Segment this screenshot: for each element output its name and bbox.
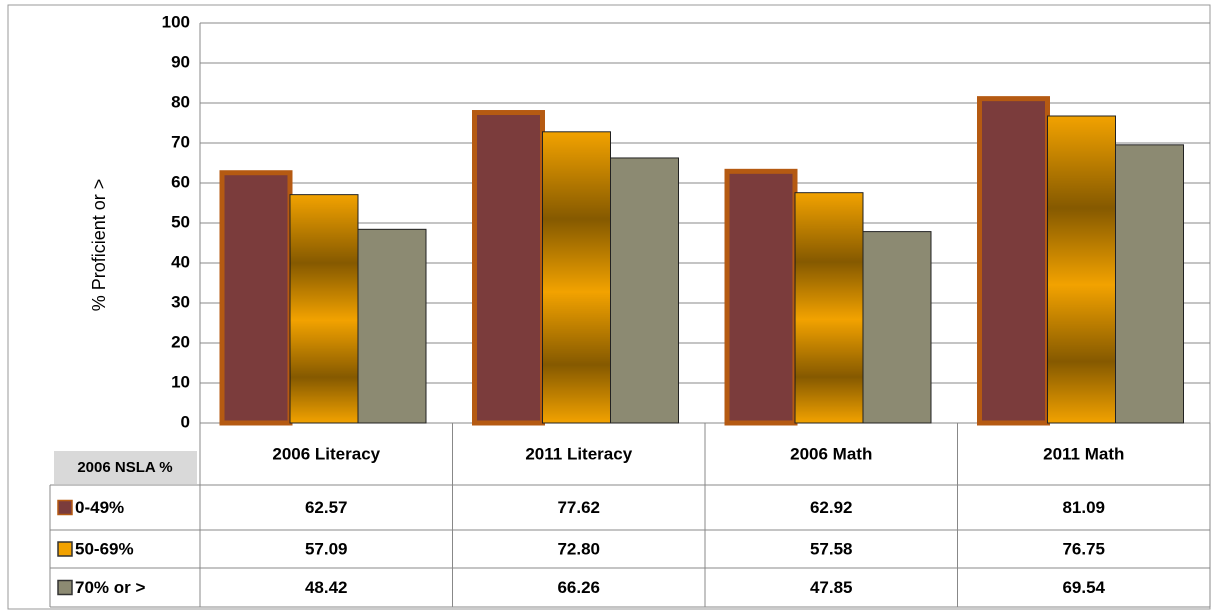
bar [472, 110, 545, 426]
bar-shading [1047, 116, 1116, 423]
table-value: 77.62 [557, 498, 600, 517]
y-tick-label: 20 [171, 332, 190, 351]
y-tick-label: 40 [171, 252, 190, 271]
table-value: 81.09 [1062, 498, 1105, 517]
y-tick-label: 0 [181, 412, 190, 431]
bar-shading [795, 192, 863, 423]
y-tick-label: 30 [171, 292, 190, 311]
y-tick-label: 90 [171, 52, 190, 71]
legend-label: 70% or > [75, 578, 145, 597]
x-tick-label: 2011 Math [1043, 444, 1124, 463]
legend-key [57, 499, 73, 516]
y-tick-label: 80 [171, 92, 190, 111]
legend-key [57, 541, 73, 557]
table-value: 69.54 [1062, 578, 1105, 597]
table-value: 62.92 [810, 498, 853, 517]
bar [357, 228, 427, 424]
bar-shading [542, 131, 611, 424]
table-value: 57.58 [810, 539, 853, 558]
frame [7, 4, 1211, 610]
y-tick-label: 50 [171, 212, 190, 231]
bar [1115, 144, 1184, 424]
bar [610, 157, 679, 424]
legend-label: 0-49% [75, 498, 124, 517]
x-tick-label: 2006 Literacy [272, 444, 380, 463]
table-header: 2006 NSLA % [77, 459, 172, 476]
table-value: 62.57 [305, 498, 348, 517]
y-tick-label: 60 [171, 172, 190, 191]
bar-shading [290, 194, 358, 423]
table-value: 57.09 [305, 539, 348, 558]
table-header-box [54, 451, 197, 484]
table-value: 66.26 [557, 578, 600, 597]
y-tick-label: 70 [171, 132, 190, 151]
legend-key [57, 579, 73, 596]
x-tick-label: 2006 Math [790, 444, 872, 463]
legend-label: 50-69% [75, 539, 134, 558]
y-tick-label: 10 [171, 372, 190, 391]
bar [724, 168, 798, 426]
bar [219, 170, 293, 426]
bar [862, 231, 932, 424]
table-value: 72.80 [557, 539, 600, 558]
bar [977, 96, 1050, 426]
table-value: 48.42 [305, 578, 348, 597]
y-axis-label: % Proficient or > [89, 179, 109, 312]
x-tick-label: 2011 Literacy [525, 444, 632, 463]
y-tick-label: 100 [162, 12, 190, 31]
table-value: 76.75 [1062, 539, 1105, 558]
table-value: 47.85 [810, 578, 853, 597]
